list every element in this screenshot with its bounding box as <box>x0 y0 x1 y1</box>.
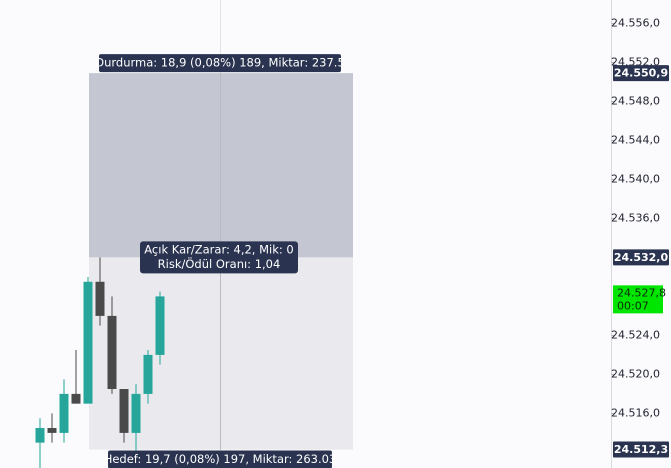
target-price-tag: 24.512,3 <box>614 443 668 456</box>
y-tick-label: 24.516,0 <box>611 406 660 419</box>
stop-price-tag: 24.550,9 <box>614 67 668 80</box>
bar-countdown: 00:07 <box>617 299 649 312</box>
candle-body[interactable] <box>119 389 129 433</box>
y-tick-label: 24.536,0 <box>611 211 660 224</box>
candle-body[interactable] <box>59 393 69 433</box>
target-label: Hedef: 19,7 (0,08%) 197, Miktar: 263.03 <box>104 452 337 466</box>
entry-price-tag-bg <box>613 249 669 266</box>
stop-price-tag-bg <box>613 65 669 82</box>
current-price-label: 24.527,8 <box>617 286 666 299</box>
candle-body[interactable] <box>155 296 165 355</box>
y-tick-label: 24.540,0 <box>611 172 660 185</box>
risk-reward-label: Risk/Ödül Oranı: 1,04 <box>158 255 281 271</box>
y-tick-label: 24.548,0 <box>611 94 660 107</box>
stop-label-bg <box>99 54 341 73</box>
y-tick-label: 24.556,0 <box>611 16 660 29</box>
candle-body[interactable] <box>107 315 117 390</box>
open-pnl-label: Açık Kar/Zarar: 4,2, Mik: 0 <box>144 242 293 256</box>
candle-body[interactable] <box>131 393 141 433</box>
y-tick-label: 24.524,0 <box>611 328 660 341</box>
stop-label: Durdurma: 18,9 (0,08%) 189, Miktar: 237.… <box>95 56 345 70</box>
candle-body[interactable] <box>47 428 57 433</box>
candle-body[interactable] <box>143 354 153 394</box>
y-tick-label: 24.544,0 <box>611 133 660 146</box>
target-label-bg <box>108 450 332 468</box>
candle-body[interactable] <box>71 393 81 404</box>
info-label-bg <box>140 241 298 274</box>
entry-price-tag: 24.532,0 <box>614 251 669 264</box>
candle-body[interactable] <box>35 428 45 443</box>
candle-body[interactable] <box>95 281 105 316</box>
target-price-tag-bg <box>613 441 669 458</box>
candle-body[interactable] <box>83 281 93 404</box>
y-tick-label: 24.520,0 <box>611 367 660 380</box>
current-price-tag-bg <box>613 285 663 314</box>
